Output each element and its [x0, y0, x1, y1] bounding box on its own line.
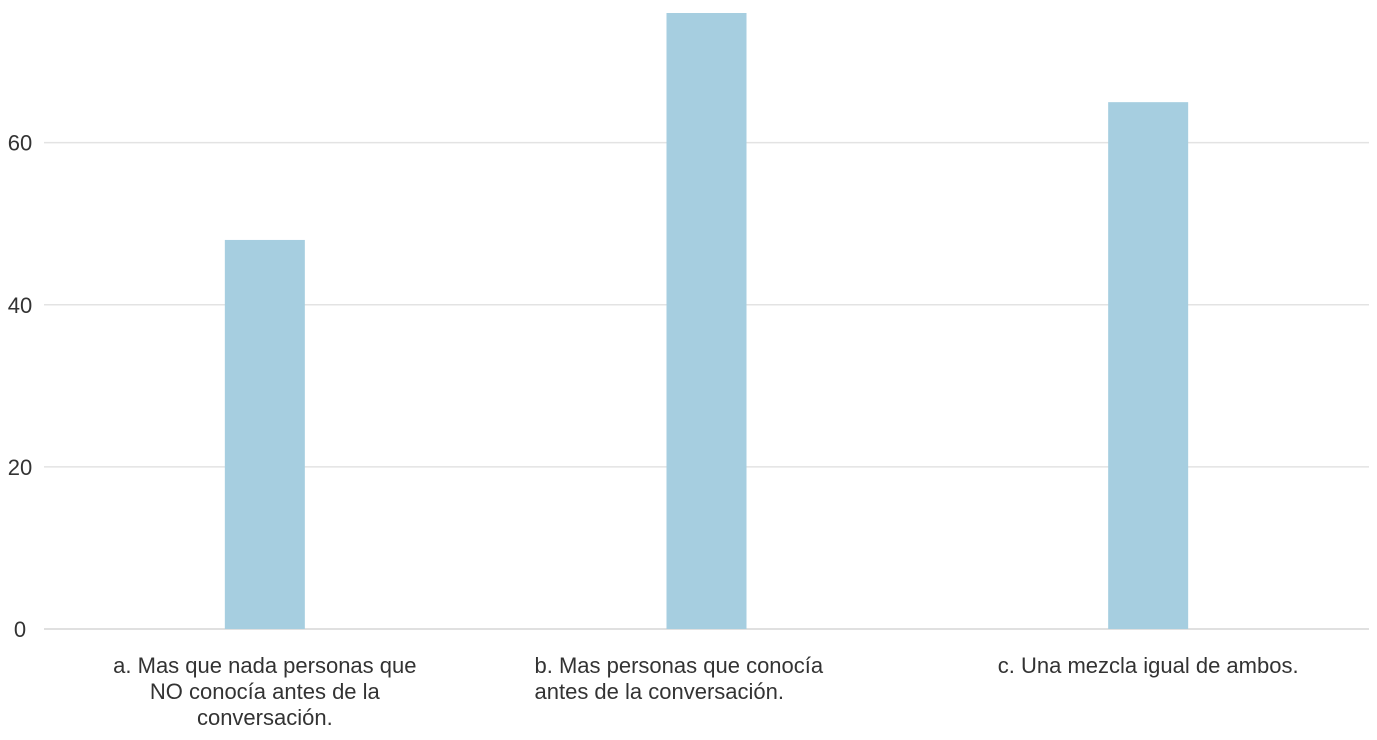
x-category-label-line: a. Mas que nada personas que — [113, 653, 416, 678]
x-category-label: b. Mas personas que conocía antes de la c… — [535, 653, 824, 704]
bar — [1108, 102, 1189, 629]
bars-layer — [224, 13, 1189, 629]
y-tick-label: 20 — [8, 455, 32, 480]
bar — [666, 13, 747, 629]
y-tick-label: 0 — [14, 617, 26, 642]
x-category-label-line: antes de la conversación. — [535, 679, 785, 704]
x-category-label: c. Una mezcla igual de ambos. — [998, 653, 1299, 678]
x-category-label-line: conversación. — [197, 705, 333, 730]
x-category-label-line: b. Mas personas que conocía — [535, 653, 824, 678]
y-tick-label: 40 — [8, 293, 32, 318]
x-axis-labels: a. Mas que nada personas que NO conocía a… — [113, 653, 1298, 730]
x-category-label-line: c. Una mezcla igual de ambos. — [998, 653, 1299, 678]
y-tick-label: 60 — [8, 131, 32, 156]
x-category-label: a. Mas que nada personas que NO conocía a… — [113, 653, 416, 730]
bar — [224, 239, 305, 629]
y-axis-ticks: 0 20 40 60 — [8, 131, 32, 642]
x-category-label-line: NO conocía antes de la — [150, 679, 381, 704]
